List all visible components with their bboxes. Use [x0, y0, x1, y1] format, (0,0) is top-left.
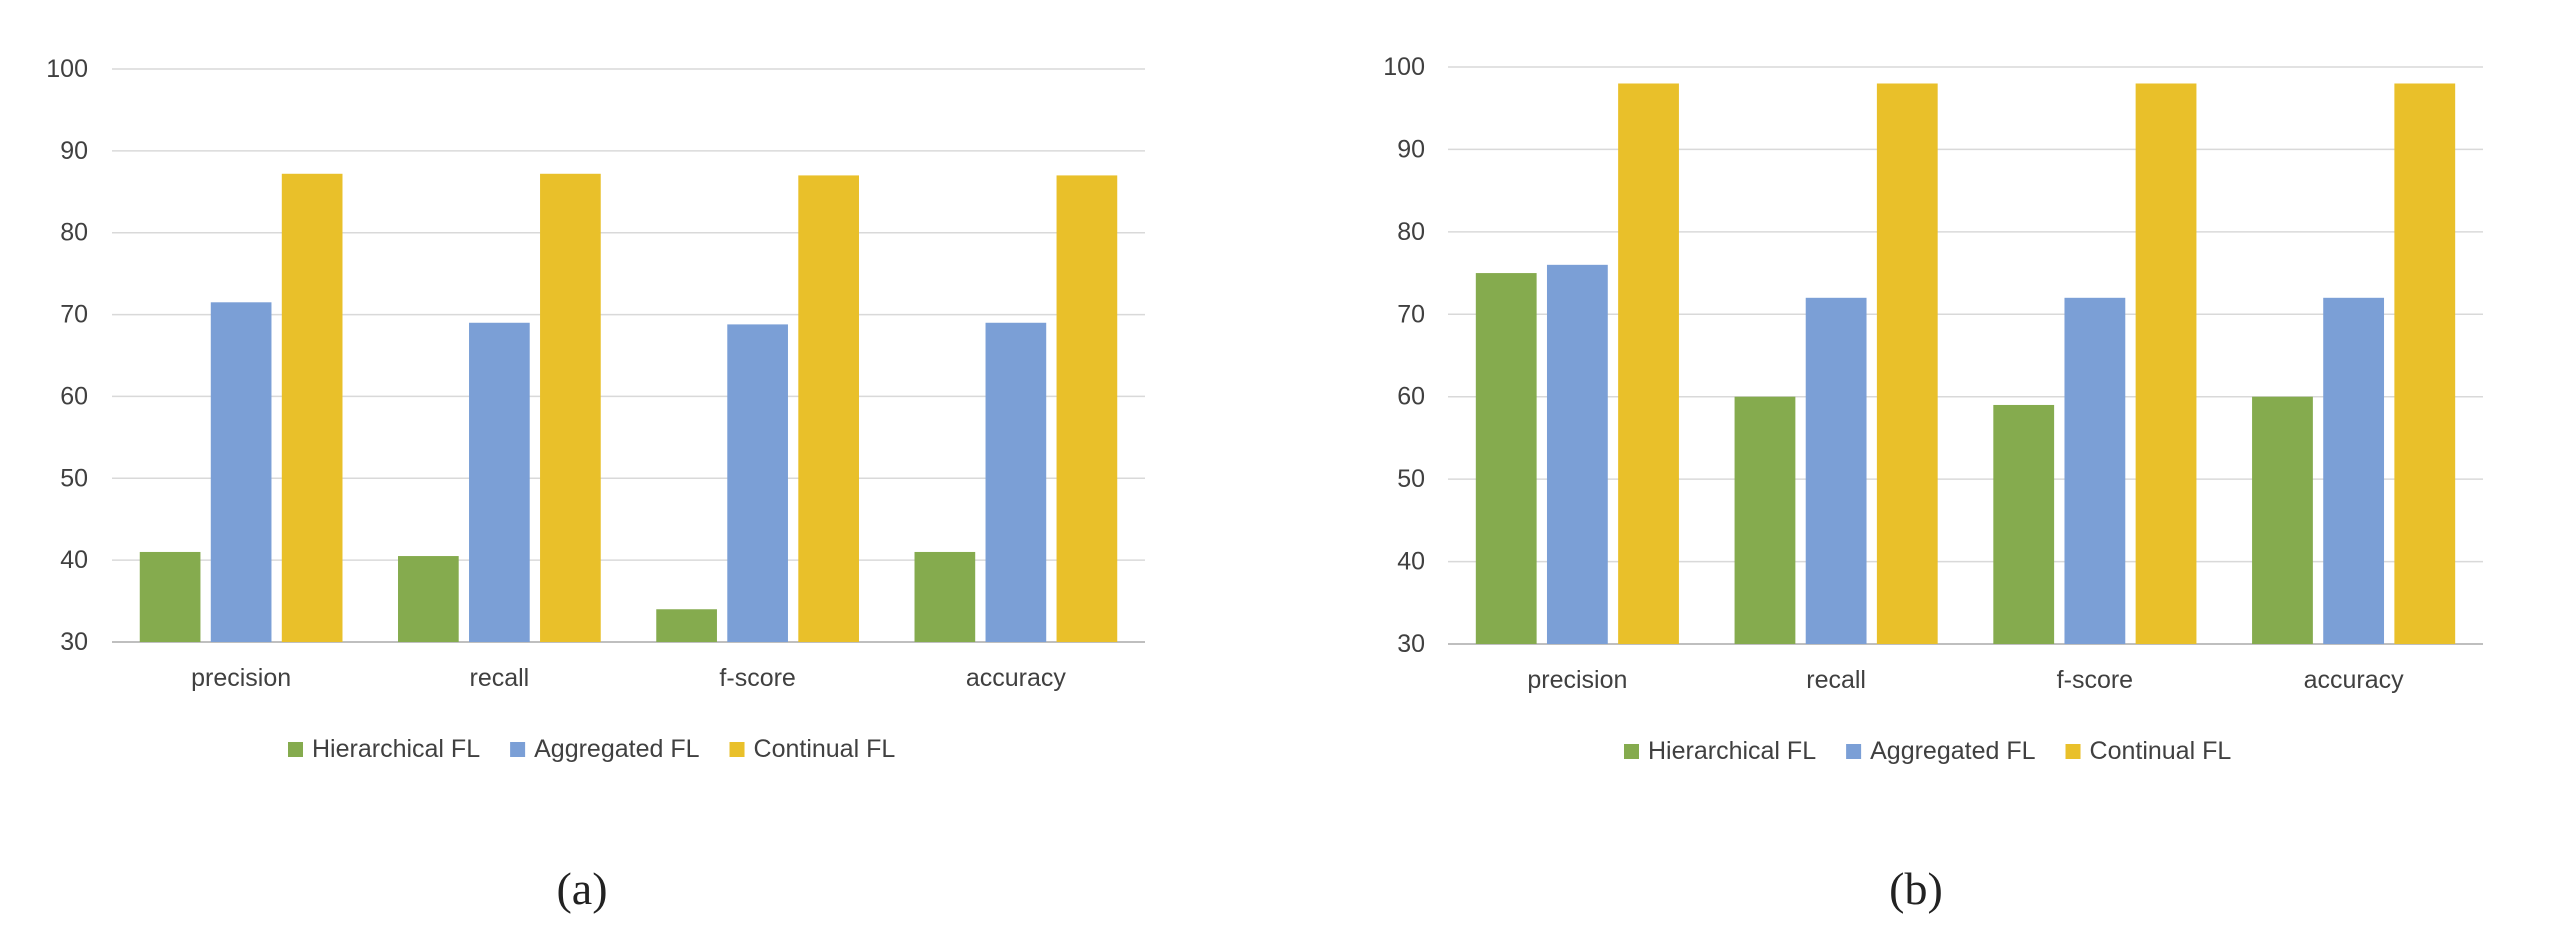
legend-swatch — [729, 742, 745, 757]
bar-continual-fl-precision — [281, 173, 343, 642]
y-tick-label: 30 — [60, 628, 88, 656]
y-tick-label: 100 — [46, 55, 88, 83]
y-tick-label: 70 — [1397, 300, 1425, 328]
legend-swatch — [2065, 744, 2081, 759]
bar-aggregated-fl-accuracy — [2323, 297, 2385, 644]
bar-aggregated-fl-f-score — [727, 324, 788, 642]
bar-aggregated-fl-f-score — [2064, 297, 2126, 644]
y-tick-label: 80 — [60, 219, 88, 247]
y-tick-label: 90 — [60, 137, 88, 165]
y-tick-label: 70 — [60, 301, 88, 329]
legend-swatch — [1624, 744, 1639, 759]
bar-continual-fl-recall — [540, 173, 601, 642]
bar-aggregated-fl-accuracy — [985, 322, 1047, 642]
bar-aggregated-fl-recall — [469, 322, 530, 642]
y-tick-label: 60 — [60, 382, 88, 410]
x-tick-label: recall — [470, 664, 530, 692]
legend-swatch — [288, 742, 303, 757]
y-tick-label: 30 — [1397, 630, 1425, 658]
legend-label: Hierarchical FL — [1648, 737, 1816, 765]
x-tick-label: recall — [1806, 666, 1866, 694]
bar-hierarchical-fl-precision — [139, 551, 201, 642]
bar-continual-fl-accuracy — [1056, 175, 1118, 642]
y-tick-label: 40 — [60, 546, 88, 574]
x-tick-label: accuracy — [966, 664, 1067, 692]
x-tick-label: f-score — [719, 664, 795, 692]
bar-hierarchical-fl-precision — [1475, 273, 1537, 644]
bar-continual-fl-accuracy — [2394, 83, 2456, 644]
legend-label: Hierarchical FL — [312, 735, 480, 763]
legend-swatch — [510, 742, 526, 757]
x-tick-label: precision — [191, 664, 291, 692]
bar-aggregated-fl-precision — [1546, 264, 1608, 644]
x-tick-label: f-score — [2057, 666, 2133, 694]
y-tick-label: 50 — [60, 464, 88, 492]
y-tick-label: 80 — [1397, 218, 1425, 246]
caption-b: (b) — [1889, 863, 1943, 914]
bar-continual-fl-f-score — [2135, 83, 2197, 644]
legend-label: Continual FL — [754, 735, 896, 763]
legend-label: Aggregated FL — [534, 735, 699, 763]
bar-continual-fl-f-score — [798, 175, 859, 642]
chart-b: 30 40 50 60 70 80 90 100 precision recall f-score a… — [1383, 53, 2483, 765]
bar-aggregated-fl-precision — [210, 302, 272, 642]
bar-continual-fl-precision — [1618, 83, 1679, 644]
bar-hierarchical-fl-f-score — [1993, 404, 2055, 644]
bar-hierarchical-fl-recall — [398, 556, 459, 642]
caption-a: (a) — [556, 863, 608, 914]
y-tick-label: 60 — [1397, 383, 1425, 411]
y-tick-label: 50 — [1397, 465, 1425, 493]
legend-label: Continual FL — [2090, 737, 2232, 765]
x-tick-label: accuracy — [2304, 666, 2405, 694]
x-tick-label: precision — [1527, 666, 1627, 694]
bar-hierarchical-fl-recall — [1734, 396, 1796, 644]
bar-continual-fl-recall — [1876, 83, 1938, 644]
bar-aggregated-fl-recall — [1805, 297, 1867, 644]
y-tick-label: 40 — [1397, 548, 1425, 576]
legend-swatch — [1846, 744, 1862, 759]
bar-hierarchical-fl-accuracy — [914, 551, 976, 642]
legend-label: Aggregated FL — [1870, 737, 2035, 765]
chart-a: 30 40 50 60 70 80 90 100 precision recall f-score a… — [46, 55, 1145, 763]
bar-hierarchical-fl-accuracy — [2252, 396, 2313, 644]
bar-hierarchical-fl-f-score — [656, 609, 717, 642]
y-tick-label: 100 — [1383, 53, 1425, 81]
y-tick-label: 90 — [1397, 135, 1425, 163]
